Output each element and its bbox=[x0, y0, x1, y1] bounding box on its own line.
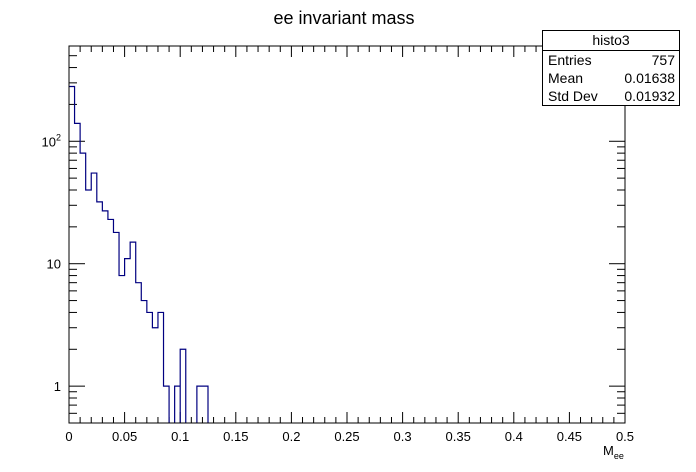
x-tick-label: 0.3 bbox=[394, 429, 412, 444]
x-tick-label: 0.15 bbox=[223, 429, 248, 444]
stats-key: Mean bbox=[548, 70, 584, 86]
plot-frame bbox=[68, 45, 626, 424]
chart-title: ee invariant mass bbox=[273, 8, 414, 28]
stats-value: 757 bbox=[651, 52, 675, 68]
x-tick-label: 0.5 bbox=[616, 429, 634, 444]
x-axis-label: Mee bbox=[603, 443, 624, 461]
stats-row-entries: Entries 757 bbox=[543, 51, 679, 69]
x-tick-label: 0.1 bbox=[171, 429, 189, 444]
x-tick-label: 0 bbox=[65, 429, 72, 444]
histogram-line bbox=[69, 85, 209, 423]
x-tick-label: 0.4 bbox=[505, 429, 523, 444]
stats-row-stddev: Std Dev 0.01932 bbox=[543, 87, 679, 105]
x-tick-label: 0.2 bbox=[282, 429, 300, 444]
stats-box: histo3 Entries 757 Mean 0.01638 Std Dev … bbox=[542, 30, 680, 106]
y-tick-label: 102 bbox=[42, 132, 61, 149]
stats-title: histo3 bbox=[543, 31, 679, 51]
stats-value: 0.01932 bbox=[624, 88, 675, 104]
x-tick-label: 0.35 bbox=[446, 429, 471, 444]
y-tick-label: 10 bbox=[47, 257, 61, 272]
stats-key: Std Dev bbox=[548, 88, 598, 104]
y-tick-label: 1 bbox=[54, 379, 61, 394]
x-tick-label: 0.05 bbox=[112, 429, 137, 444]
stats-value: 0.01638 bbox=[624, 70, 675, 86]
stats-row-mean: Mean 0.01638 bbox=[543, 69, 679, 87]
x-tick-label: 0.45 bbox=[557, 429, 582, 444]
x-tick-label: 0.25 bbox=[334, 429, 359, 444]
stats-key: Entries bbox=[548, 52, 592, 68]
tick-labels: 0 0.05 0.1 0.15 0.2 0.25 0.3 0.35 0.4 0.45 0.5 102 1… bbox=[42, 132, 635, 444]
